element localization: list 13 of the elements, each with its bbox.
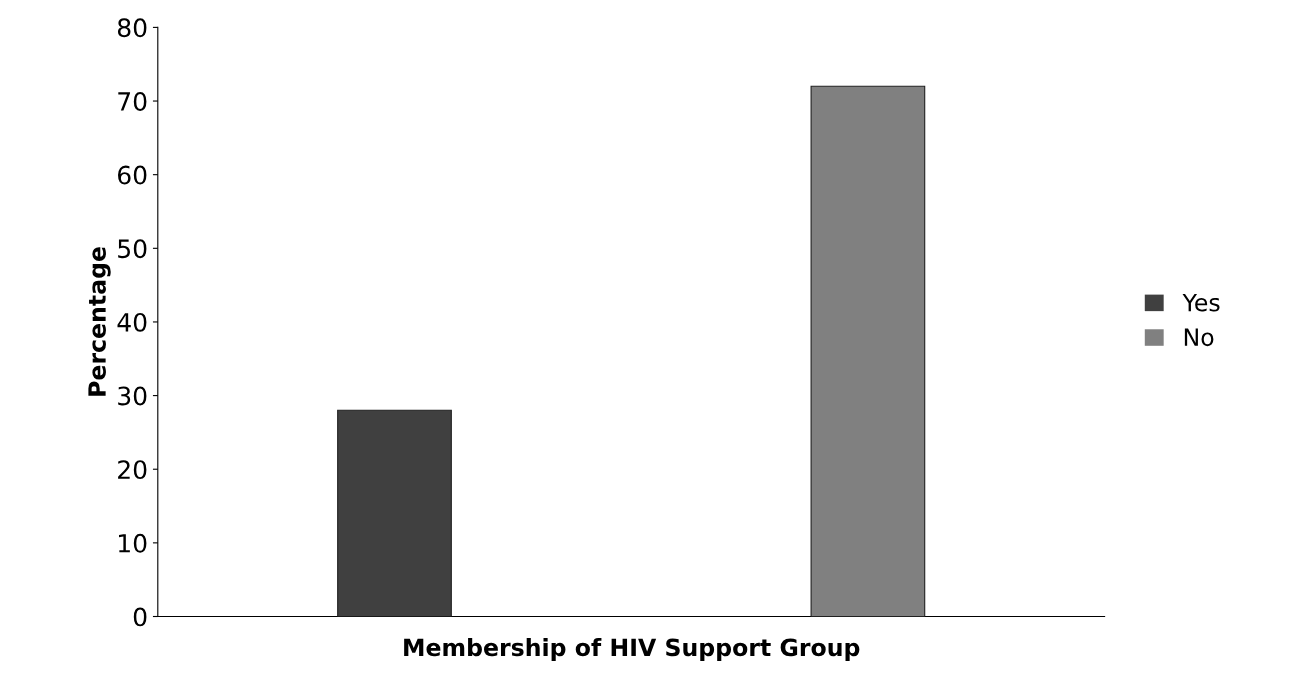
- y-tick-label: 20: [118, 460, 147, 480]
- y-tick-label: 30: [118, 386, 147, 406]
- y-tick-label: 50: [118, 239, 147, 259]
- y-tick-label: 40: [117, 312, 147, 332]
- y-axis-title: Percentage: [88, 247, 111, 396]
- y-tick-label: 10: [119, 533, 147, 553]
- y-tick-label: 0: [133, 607, 147, 627]
- legend-label: Yes: [1182, 293, 1220, 312]
- x-axis-title: Membership of HIV Support Group: [404, 638, 860, 661]
- y-tick-label: 70: [118, 91, 147, 111]
- legend-label: No: [1184, 328, 1214, 347]
- y-tick-label: 80: [117, 18, 147, 38]
- y-tick-label: 60: [118, 165, 147, 185]
